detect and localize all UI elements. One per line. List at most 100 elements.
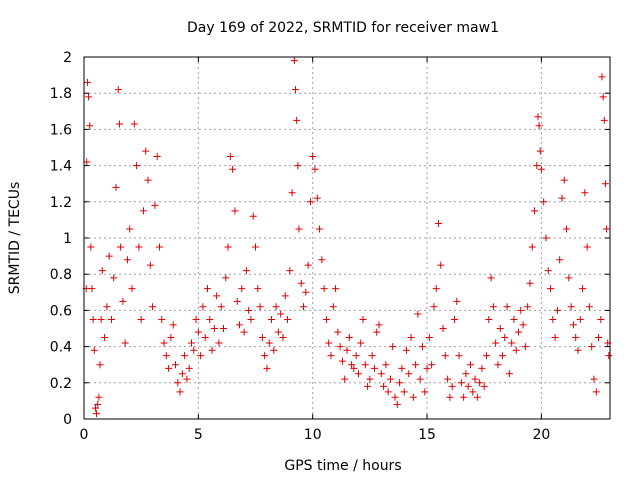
data-point — [293, 116, 301, 124]
data-point — [590, 375, 598, 383]
data-point — [535, 122, 543, 130]
data-point — [469, 388, 477, 396]
data-point — [274, 328, 282, 336]
data-point — [534, 113, 542, 121]
data-point — [343, 346, 351, 354]
data-point — [137, 315, 145, 323]
data-point — [446, 393, 454, 401]
data-point — [117, 243, 125, 251]
data-point — [98, 267, 106, 275]
data-point — [533, 162, 541, 170]
data-point — [192, 315, 200, 323]
data-point — [565, 274, 573, 282]
y-tick-label: 0.4 — [50, 340, 72, 356]
data-point — [95, 393, 103, 401]
data-point — [599, 93, 607, 101]
data-point — [201, 334, 209, 342]
data-point — [409, 393, 417, 401]
data-point — [245, 306, 253, 314]
data-point — [597, 315, 605, 323]
data-point — [88, 285, 96, 293]
data-point — [515, 328, 523, 336]
data-point — [581, 189, 589, 197]
data-point — [294, 162, 302, 170]
data-point — [249, 212, 257, 220]
data-point — [569, 321, 577, 329]
data-point — [160, 339, 168, 347]
data-point — [149, 303, 157, 311]
data-point — [494, 361, 502, 369]
data-point — [112, 183, 120, 191]
y-axis-ticks: 0 0.2 0.4 0.6 0.8 1 1.2 1.4 1.6 1.8 2 — [50, 50, 610, 428]
data-point — [453, 297, 461, 305]
data-point — [263, 364, 271, 372]
data-point — [434, 220, 442, 228]
data-point — [153, 153, 161, 161]
x-tick-label: 0 — [80, 427, 89, 443]
data-point — [492, 339, 500, 347]
data-point — [400, 388, 408, 396]
data-point — [428, 361, 436, 369]
data-point — [126, 225, 134, 233]
data-point — [576, 315, 584, 323]
data-point — [97, 315, 105, 323]
data-point — [83, 78, 91, 86]
data-point — [101, 334, 109, 342]
data-point — [605, 352, 613, 360]
data-point — [375, 321, 383, 329]
data-point — [512, 346, 520, 354]
data-point — [329, 303, 337, 311]
data-point — [87, 243, 95, 251]
data-point — [322, 315, 330, 323]
data-point — [551, 334, 559, 342]
data-point — [536, 147, 544, 155]
data-point — [368, 352, 376, 360]
data-point — [380, 382, 388, 390]
y-axis-label: SRMTID / TECUs — [7, 182, 23, 295]
data-point — [281, 292, 289, 300]
data-point — [295, 225, 303, 233]
data-point — [450, 315, 458, 323]
data-point — [414, 310, 422, 318]
data-point — [258, 334, 266, 342]
data-point — [563, 225, 571, 233]
data-point — [332, 285, 340, 293]
data-point — [320, 285, 328, 293]
data-point — [503, 303, 511, 311]
data-point — [284, 315, 292, 323]
data-point — [457, 379, 465, 387]
data-point — [128, 285, 136, 293]
data-point — [139, 207, 147, 215]
data-point — [220, 325, 228, 332]
data-point — [437, 261, 445, 269]
data-point — [537, 165, 545, 173]
data-point — [229, 165, 237, 173]
grid-lines — [84, 57, 610, 419]
data-point — [162, 352, 170, 360]
data-point — [598, 73, 606, 81]
data-point — [370, 364, 378, 372]
data-point — [485, 315, 493, 323]
data-point — [114, 86, 122, 94]
data-point — [432, 285, 440, 293]
data-point — [115, 120, 123, 128]
data-point — [261, 352, 269, 360]
data-point — [215, 339, 223, 347]
data-point — [144, 176, 152, 184]
data-point — [547, 285, 555, 293]
data-point — [96, 361, 104, 369]
data-point — [542, 234, 550, 242]
data-point — [496, 325, 504, 332]
data-point — [366, 375, 374, 383]
data-point — [272, 303, 280, 311]
data-point — [297, 279, 305, 287]
data-point — [382, 361, 390, 369]
data-point — [345, 334, 353, 342]
data-point — [560, 176, 568, 184]
data-point — [396, 379, 404, 387]
data-point — [416, 375, 424, 383]
data-point — [585, 303, 593, 311]
data-point — [350, 364, 358, 372]
data-point — [130, 120, 138, 128]
data-point — [384, 388, 392, 396]
